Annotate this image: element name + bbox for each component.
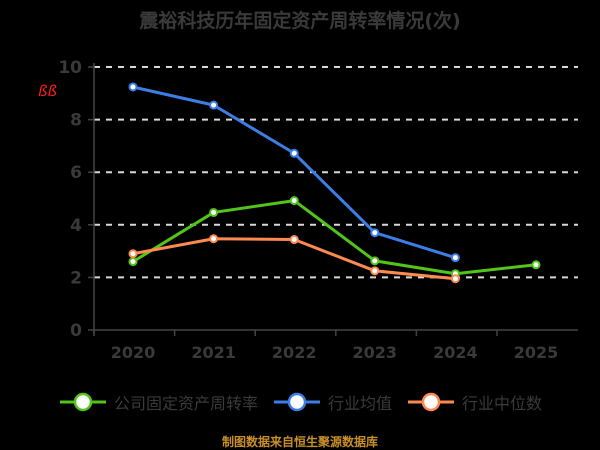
data-point-0 (128, 257, 138, 267)
legend: 公司固定资产周转率 行业均值 行业中位数 (0, 390, 600, 414)
x-tick-label: 2021 (191, 343, 236, 362)
legend-label: 公司固定资产周转率 (113, 394, 258, 413)
y-tick-label: 4 (70, 216, 82, 236)
data-point-0 (531, 260, 541, 270)
data-point-0 (370, 256, 380, 266)
x-tick-label: 2023 (353, 343, 398, 362)
x-tick-label: 2024 (433, 343, 478, 362)
y-tick-label: 0 (70, 321, 82, 341)
data-point-1 (128, 82, 138, 92)
data-point-1 (450, 253, 460, 263)
data-point-2 (450, 274, 460, 284)
data-point-2 (370, 266, 380, 276)
data-point-1 (370, 228, 380, 238)
x-tick-label: 2022 (272, 343, 317, 362)
legend-item-company[interactable]: 公司固定资产周转率 (58, 390, 258, 414)
y-axis-unit-mark: ßß (38, 82, 57, 100)
chart-title: 震裕科技历年固定资产周转率情况(次) (139, 10, 461, 32)
legend-item-industry-mean[interactable]: 行业均值 (272, 390, 392, 414)
legend-item-industry-median[interactable]: 行业中位数 (406, 390, 542, 414)
x-tick-label: 2020 (111, 343, 156, 362)
source-footer: 制图数据来自恒生聚源数据库 (221, 435, 378, 449)
series-line-0 (132, 199, 537, 276)
series-line-2 (132, 237, 456, 281)
x-tick-label: 2025 (514, 343, 559, 362)
data-point-2 (289, 235, 299, 245)
data-point-0 (289, 196, 299, 206)
legend-marker-icon (59, 392, 106, 412)
legend-label: 行业均值 (327, 394, 392, 413)
data-point-2 (128, 249, 138, 259)
data-point-2 (209, 234, 219, 244)
y-tick-label: 8 (70, 111, 82, 131)
y-tick-label: 2 (70, 268, 82, 288)
legend-marker-icon (408, 392, 454, 412)
data-point-1 (289, 148, 299, 158)
legend-marker-icon (273, 392, 320, 412)
data-point-0 (209, 207, 219, 217)
y-tick-label: 6 (70, 163, 82, 183)
data-point-1 (209, 100, 219, 110)
legend-label: 行业中位数 (462, 394, 543, 413)
y-tick-label: 10 (58, 58, 82, 78)
